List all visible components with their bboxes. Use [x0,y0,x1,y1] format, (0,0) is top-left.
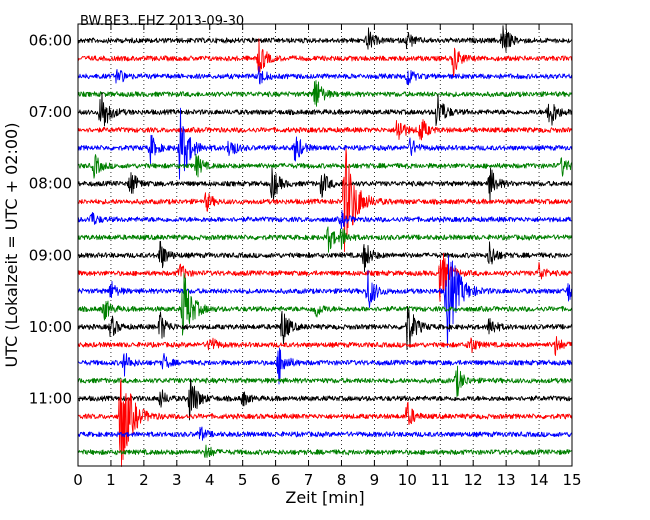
x-tick-label: 3 [172,471,182,489]
trace-line [77,107,573,180]
x-tick-label: 6 [271,471,281,489]
x-tick-label: 12 [464,471,483,489]
y-tick-label: 07:00 [29,103,72,121]
x-tick-label: 10 [398,471,417,489]
trace-line [77,153,573,179]
trace-line [77,148,573,253]
trace-line [77,378,573,421]
x-tick-label: 13 [497,471,516,489]
trace-line [77,38,573,77]
trace-line [77,91,573,127]
trace-line [77,336,573,356]
x-tick-label: 11 [431,471,450,489]
trace-line [77,273,573,336]
y-tick-label: 11:00 [29,390,72,408]
trace-line [77,253,573,302]
plot-frame [77,23,573,467]
x-axis-label: Zeit [min] [285,488,364,507]
trace-line [77,167,573,204]
x-tick-label: 5 [238,471,248,489]
x-tick-label: 2 [139,471,149,489]
x-tick-label: 0 [73,471,83,489]
trace-line [77,25,573,52]
seismic-traces [77,25,573,467]
x-tick-label: 1 [106,471,116,489]
vertical-grid [110,24,540,466]
trace-line [77,119,573,141]
trace-line [77,209,573,230]
trace-line [77,255,573,348]
y-tick-label: 06:00 [29,32,72,50]
y-tick-label: 08:00 [29,175,72,193]
trace-line [77,305,573,351]
chart-title: BW.BE3..EHZ 2013-09-30 [80,14,244,29]
x-tick-label: 14 [530,471,549,489]
x-tick-label: 4 [205,471,215,489]
trace-line [77,426,573,441]
trace-line [77,226,573,253]
trace-line [77,365,573,398]
x-tick-label: 7 [304,471,314,489]
trace-line [77,444,573,458]
y-axis-ticks: 06:00 07:00 08:00 09:00 10:00 11:00 [29,32,84,408]
y-tick-label: 09:00 [29,246,72,264]
x-tick-label: 8 [337,471,347,489]
trace-line [77,66,573,86]
y-tick-label: 10:00 [29,318,72,336]
trace-line [77,378,573,467]
y-axis-label: UTC (Lokalzeit = UTC + 02:00) [2,123,21,368]
x-tick-label: 15 [562,471,581,489]
x-axis-ticks: 0 1 2 3 4 5 6 7 8 9 10 11 12 13 14 15 [73,24,582,489]
x-tick-label: 9 [370,471,380,489]
trace-line [77,240,573,273]
trace-line [77,347,572,385]
trace-line [77,80,573,107]
